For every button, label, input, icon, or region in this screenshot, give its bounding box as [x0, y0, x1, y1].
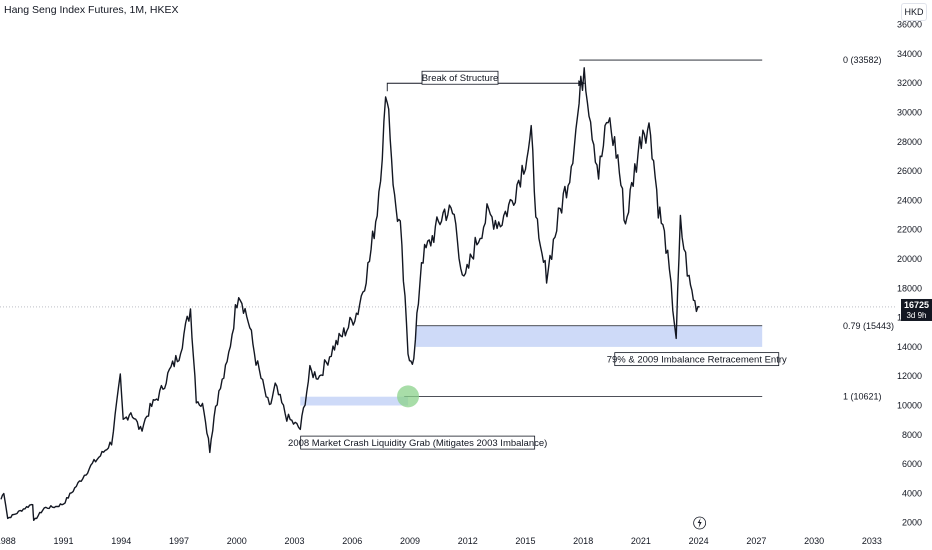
y-tick-label: 26000 — [897, 166, 922, 176]
last-price-value: 16725 — [904, 300, 929, 310]
y-tick-label: 36000 — [897, 20, 922, 30]
imbalance-zone-2009 — [415, 325, 763, 347]
y-tick-label: 4000 — [902, 488, 922, 498]
last-price-countdown: 3d 9h — [906, 311, 926, 320]
bolt-glyph — [697, 518, 702, 528]
x-tick-label: 1988 — [0, 536, 16, 546]
x-tick-label: 2024 — [689, 536, 709, 546]
imbalance-zone-2003 — [300, 396, 409, 406]
fib-level-label: 1 (10621) — [843, 391, 882, 401]
y-tick-label: 8000 — [902, 430, 922, 440]
x-tick-label: 2009 — [400, 536, 420, 546]
break-of-structure-label: Break of Structure — [422, 73, 499, 84]
x-tick-label: 2000 — [227, 536, 247, 546]
liquidity-grab-label: 2008 Market Crash Liquidity Grab (Mitiga… — [288, 438, 547, 449]
y-tick-label: 14000 — [897, 342, 922, 352]
break-of-structure-arrow — [386, 82, 582, 92]
liquidity-grab-circle — [397, 385, 420, 408]
chart-title: Hang Seng Index Futures, 1M, HKEX — [4, 4, 179, 16]
fib-level-label: 0 (33582) — [843, 55, 882, 65]
y-tick-label: 18000 — [897, 283, 922, 293]
y-tick-label: 10000 — [897, 400, 922, 410]
y-tick-label: 34000 — [897, 49, 922, 59]
x-tick-label: 2033 — [862, 536, 882, 546]
x-tick-label: 2030 — [804, 536, 824, 546]
x-tick-label: 2003 — [284, 536, 304, 546]
y-tick-label: 28000 — [897, 137, 922, 147]
y-tick-label: 20000 — [897, 254, 922, 264]
y-tick-label: 32000 — [897, 78, 922, 88]
x-tick-label: 2027 — [746, 536, 766, 546]
break-of-structure-box — [421, 70, 499, 85]
y-tick-label: 22000 — [897, 225, 922, 235]
x-tick-label: 1994 — [111, 536, 131, 546]
y-tick-label: 2000 — [902, 518, 922, 528]
x-tick-label: 2006 — [342, 536, 362, 546]
y-tick-label: 30000 — [897, 108, 922, 118]
x-tick-label: 2021 — [631, 536, 651, 546]
x-tick-label: 2018 — [573, 536, 593, 546]
last-price-tag — [901, 298, 932, 321]
x-tick-label: 1991 — [54, 536, 74, 546]
y-tick-label: 24000 — [897, 195, 922, 205]
price-series-line — [0, 67, 700, 521]
fib-level-label: 0.79 (15443) — [843, 321, 894, 331]
liquidity-grab-box — [300, 435, 536, 450]
imbalance-entry-box — [614, 352, 780, 367]
x-tick-label: 1997 — [169, 536, 189, 546]
arrow-head — [578, 80, 586, 87]
imbalance-entry-label: 79% & 2009 Imbalance Retracement Entry — [607, 355, 787, 366]
y-tick-label: 12000 — [897, 371, 922, 381]
y-tick-label: 6000 — [902, 459, 922, 469]
x-tick-label: 2015 — [515, 536, 535, 546]
x-tick-label: 2012 — [458, 536, 478, 546]
currency-button[interactable]: HKD — [901, 3, 927, 21]
